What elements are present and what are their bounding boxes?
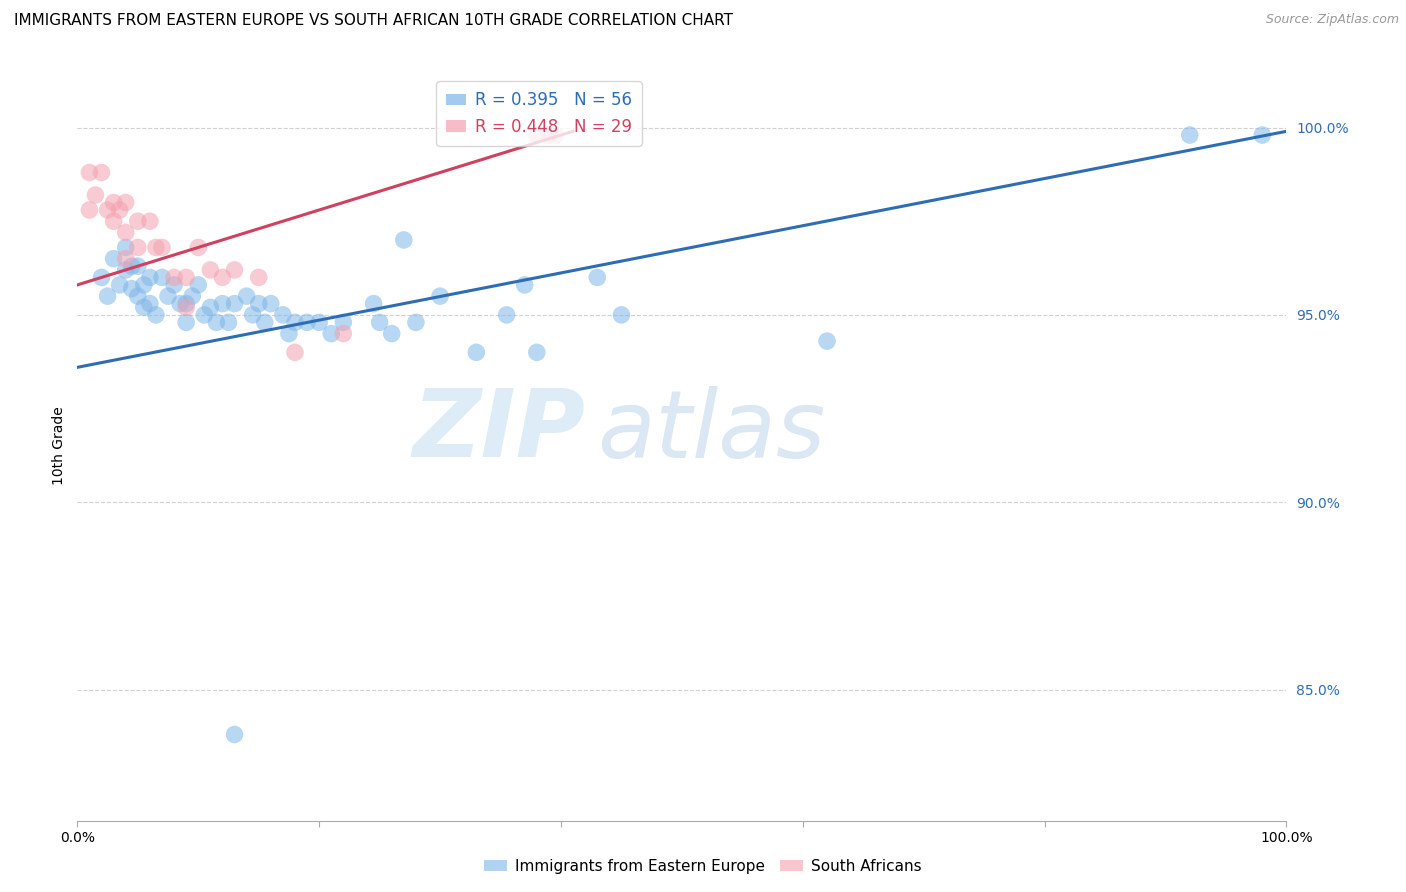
Point xyxy=(368,315,391,329)
Point xyxy=(127,214,149,228)
Point xyxy=(108,277,131,292)
Text: IMMIGRANTS FROM EASTERN EUROPE VS SOUTH AFRICAN 10TH GRADE CORRELATION CHART: IMMIGRANTS FROM EASTERN EUROPE VS SOUTH … xyxy=(14,13,733,29)
Point xyxy=(132,301,155,315)
Point xyxy=(205,315,228,329)
Point xyxy=(513,277,536,292)
Point xyxy=(193,308,215,322)
Point xyxy=(224,263,246,277)
Point xyxy=(139,296,162,310)
Point xyxy=(108,202,131,217)
Point xyxy=(181,289,204,303)
Legend: Immigrants from Eastern Europe, South Africans: Immigrants from Eastern Europe, South Af… xyxy=(478,853,928,880)
Point xyxy=(79,202,101,217)
Point xyxy=(332,315,354,329)
Point xyxy=(247,270,270,285)
Point xyxy=(284,315,307,329)
Point xyxy=(84,188,107,202)
Point xyxy=(187,277,209,292)
Point xyxy=(90,165,112,179)
Point xyxy=(163,277,186,292)
Point xyxy=(96,202,118,217)
Point xyxy=(174,296,197,310)
Point xyxy=(127,240,149,254)
Point xyxy=(465,345,488,359)
Point xyxy=(121,282,143,296)
Point xyxy=(103,214,125,228)
Point xyxy=(114,252,136,266)
Point xyxy=(1178,128,1201,142)
Point xyxy=(429,289,451,303)
Y-axis label: 10th Grade: 10th Grade xyxy=(52,407,66,485)
Point xyxy=(200,301,222,315)
Point xyxy=(163,270,186,285)
Point xyxy=(284,345,307,359)
Point xyxy=(150,240,173,254)
Point xyxy=(139,214,162,228)
Point xyxy=(157,289,180,303)
Point xyxy=(321,326,343,341)
Point xyxy=(145,308,167,322)
Point xyxy=(610,308,633,322)
Point xyxy=(405,315,427,329)
Point xyxy=(114,240,136,254)
Point xyxy=(187,240,209,254)
Point xyxy=(211,270,233,285)
Point xyxy=(295,315,318,329)
Point xyxy=(127,259,149,273)
Point xyxy=(174,301,197,315)
Point xyxy=(127,289,149,303)
Point xyxy=(145,240,167,254)
Point xyxy=(253,315,276,329)
Point xyxy=(90,270,112,285)
Point xyxy=(247,296,270,310)
Point xyxy=(114,195,136,210)
Point xyxy=(224,296,246,310)
Point xyxy=(586,270,609,285)
Point xyxy=(271,308,294,322)
Point xyxy=(169,296,191,310)
Point xyxy=(278,326,301,341)
Text: atlas: atlas xyxy=(598,385,825,476)
Text: ZIP: ZIP xyxy=(412,385,585,477)
Point xyxy=(815,334,838,348)
Point xyxy=(218,315,240,329)
Point xyxy=(224,727,246,741)
Point xyxy=(1251,128,1274,142)
Point xyxy=(79,165,101,179)
Point xyxy=(139,270,162,285)
Point xyxy=(121,259,143,273)
Point xyxy=(235,289,257,303)
Point xyxy=(114,226,136,240)
Point xyxy=(526,345,548,359)
Point xyxy=(363,296,385,310)
Point xyxy=(242,308,264,322)
Point xyxy=(308,315,330,329)
Point xyxy=(200,263,222,277)
Point xyxy=(260,296,283,310)
Point xyxy=(537,128,560,142)
Point xyxy=(495,308,517,322)
Point xyxy=(103,195,125,210)
Point xyxy=(174,270,197,285)
Point xyxy=(150,270,173,285)
Point xyxy=(114,263,136,277)
Point xyxy=(381,326,404,341)
Text: Source: ZipAtlas.com: Source: ZipAtlas.com xyxy=(1265,13,1399,27)
Point xyxy=(132,277,155,292)
Point xyxy=(544,128,567,142)
Point xyxy=(211,296,233,310)
Legend: R = 0.395   N = 56, R = 0.448   N = 29: R = 0.395 N = 56, R = 0.448 N = 29 xyxy=(436,81,641,145)
Point xyxy=(332,326,354,341)
Point xyxy=(103,252,125,266)
Point xyxy=(526,128,548,142)
Point xyxy=(392,233,415,247)
Point xyxy=(96,289,118,303)
Point xyxy=(174,315,197,329)
